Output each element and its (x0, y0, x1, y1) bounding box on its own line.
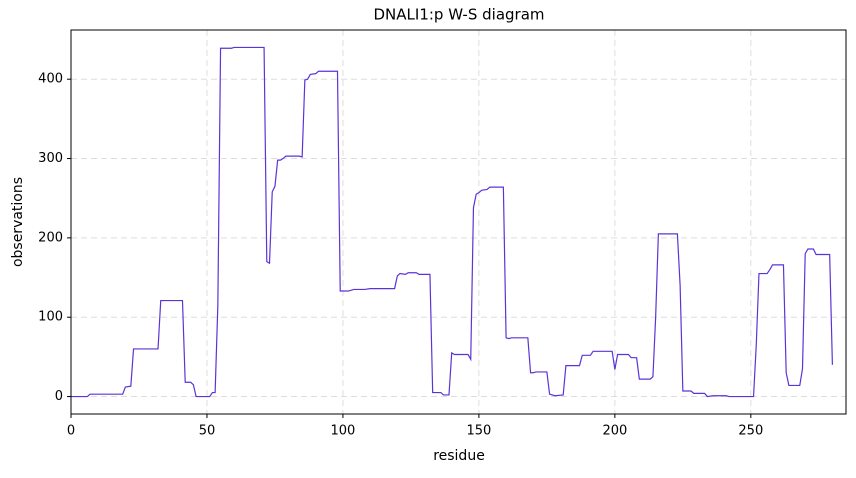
x-tick-label: 150 (466, 424, 491, 439)
y-tick-label: 300 (38, 151, 63, 166)
x-tick-label: 200 (602, 424, 627, 439)
y-tick-label: 0 (55, 389, 63, 404)
data-line (71, 46, 833, 398)
y-tick-label: 200 (38, 230, 63, 245)
x-tick-label: 0 (67, 424, 75, 439)
x-tick-label: 100 (331, 424, 356, 439)
x-tick-label: 250 (738, 424, 763, 439)
y-axis-label: observations (10, 177, 26, 267)
x-axis-label: residue (433, 448, 485, 464)
chart-title: DNALI1:p W-S diagram (374, 6, 545, 24)
y-tick-label: 400 (38, 72, 63, 87)
plot-frame (70, 29, 847, 415)
x-tick-label: 50 (199, 424, 216, 439)
y-tick-label: 100 (38, 310, 63, 325)
